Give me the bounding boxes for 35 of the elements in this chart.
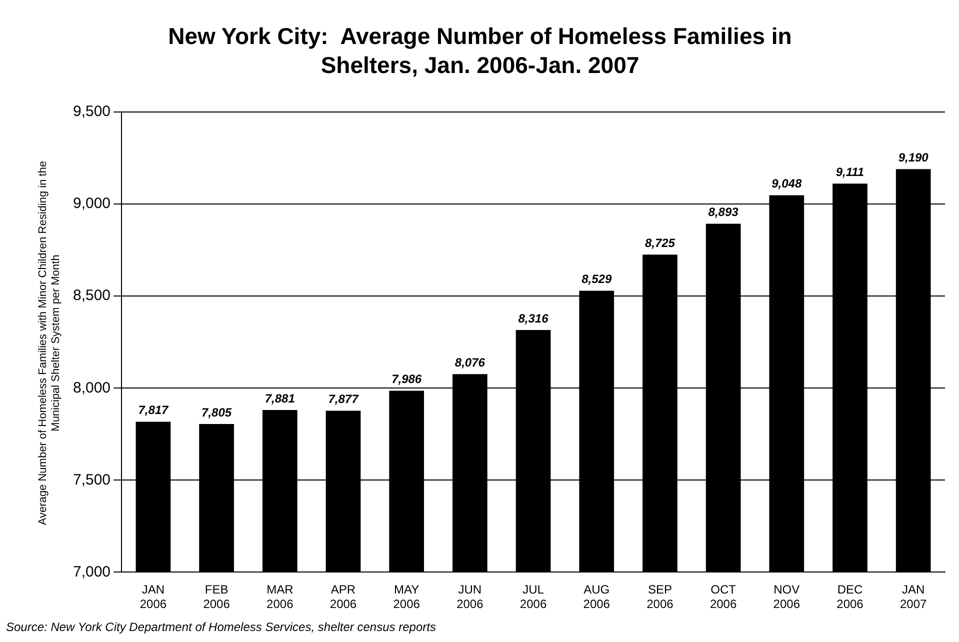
y-tick-label: 7,500 (72, 471, 111, 488)
data-label: 7,877 (328, 392, 360, 406)
data-label: 7,817 (138, 403, 170, 418)
data-label: 9,048 (772, 176, 802, 191)
y-tick-label: 8,000 (72, 379, 111, 396)
x-tick-label: JAN 2007 (900, 582, 927, 612)
x-tick-label: MAR 2006 (266, 582, 294, 612)
data-label: 8,076 (454, 355, 486, 370)
data-label: 9,111 (836, 164, 864, 179)
data-label: 8,893 (708, 205, 739, 220)
x-tick-label: JUN 2006 (456, 582, 484, 612)
data-label: 7,881 (264, 391, 296, 406)
data-label: 8,529 (582, 272, 612, 286)
y-tick-label: 7,000 (72, 563, 111, 580)
x-tick-label: MAY 2006 (393, 582, 420, 612)
x-tick-label: APR 2006 (330, 582, 357, 612)
data-label: 7,986 (392, 372, 422, 386)
source-note: Source: New York City Department of Homeless Services, shelter census reports (6, 620, 436, 634)
data-label: 9,190 (898, 150, 929, 164)
data-label: 8,316 (518, 311, 549, 326)
x-tick-label: FEB 2006 (203, 582, 230, 612)
x-tick-label: JUL 2006 (520, 582, 547, 612)
x-tick-label: AUG 2006 (583, 582, 610, 612)
y-tick-label: 9,000 (72, 195, 111, 212)
chart-title: New York City: Average Number of Homeless Families in Shelters, Jan. 2006-Jan. 2007 (167, 22, 793, 80)
x-tick-label: NOV 2006 (773, 582, 800, 612)
x-tick-label: DEC 2006 (836, 582, 864, 612)
y-axis-title: Average Number of Homeless Families with Minor Children Residing in the Municipal Shelter System per Month (37, 160, 63, 528)
y-tick-label: 8,500 (72, 287, 111, 304)
x-tick-label: OCT 2006 (710, 582, 737, 612)
data-label: 7,805 (202, 405, 232, 420)
y-tick-label: 9,500 (72, 103, 111, 120)
x-tick-label: SEP 2006 (646, 582, 674, 612)
x-tick-label: JAN 2006 (140, 582, 167, 612)
data-label: 8,725 (644, 236, 676, 250)
